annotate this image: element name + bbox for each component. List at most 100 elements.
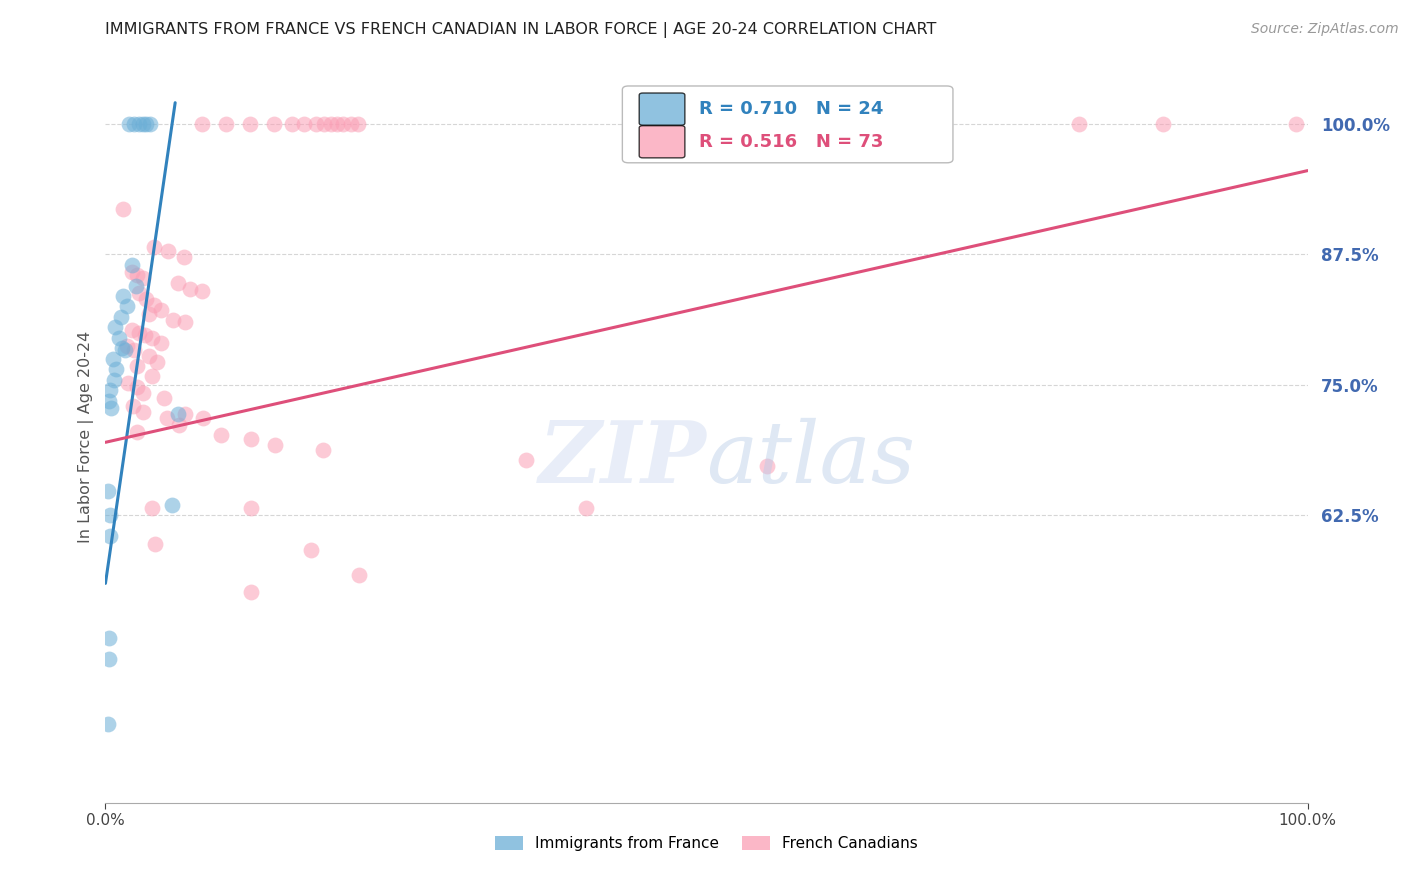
Point bbox=[312, 442, 335, 457]
Y-axis label: In Labor Force | Age 20-24: In Labor Force | Age 20-24 bbox=[79, 331, 94, 543]
Point bbox=[97, 484, 120, 499]
Point bbox=[347, 568, 370, 582]
Point bbox=[156, 411, 179, 425]
Point bbox=[179, 282, 201, 296]
Point bbox=[125, 359, 148, 373]
Point bbox=[326, 117, 349, 131]
Legend: Immigrants from France, French Canadians: Immigrants from France, French Canadians bbox=[489, 830, 924, 857]
Point bbox=[124, 343, 146, 358]
Point bbox=[156, 244, 179, 258]
Point bbox=[191, 411, 214, 425]
Point bbox=[124, 278, 146, 293]
Point bbox=[305, 117, 328, 131]
Point bbox=[125, 380, 148, 394]
Point bbox=[98, 529, 121, 543]
Point bbox=[1284, 117, 1306, 131]
Point bbox=[125, 425, 148, 439]
Point bbox=[143, 536, 166, 550]
Point bbox=[190, 117, 212, 131]
Point bbox=[103, 373, 125, 387]
Point bbox=[321, 117, 343, 131]
Point bbox=[142, 298, 165, 312]
Point bbox=[98, 508, 121, 523]
Point bbox=[100, 401, 122, 415]
Point bbox=[347, 117, 370, 131]
Point bbox=[139, 117, 162, 131]
Point bbox=[173, 251, 195, 265]
Point bbox=[138, 349, 160, 363]
Text: R = 0.516   N = 73: R = 0.516 N = 73 bbox=[699, 133, 884, 151]
Point bbox=[132, 405, 155, 419]
Point bbox=[104, 320, 127, 334]
Point bbox=[146, 355, 169, 369]
Point bbox=[118, 117, 141, 131]
Point bbox=[214, 117, 236, 131]
Point bbox=[115, 339, 138, 353]
Point bbox=[263, 117, 285, 131]
Point bbox=[142, 240, 165, 254]
Point bbox=[149, 302, 172, 317]
Point bbox=[314, 117, 336, 131]
FancyBboxPatch shape bbox=[640, 126, 685, 158]
Point bbox=[264, 438, 287, 452]
Point bbox=[239, 584, 262, 599]
Point bbox=[1152, 117, 1174, 131]
Point bbox=[339, 117, 361, 131]
Point bbox=[141, 331, 163, 345]
Point bbox=[173, 407, 195, 421]
Point bbox=[1069, 117, 1091, 131]
Point bbox=[166, 407, 188, 421]
Point bbox=[141, 369, 163, 384]
Point bbox=[115, 300, 138, 314]
Text: R = 0.710   N = 24: R = 0.710 N = 24 bbox=[699, 100, 884, 118]
Point bbox=[173, 315, 195, 329]
Point bbox=[162, 313, 184, 327]
Point bbox=[332, 117, 354, 131]
Point bbox=[128, 285, 150, 300]
Point bbox=[166, 277, 188, 291]
Point bbox=[160, 498, 183, 512]
Point bbox=[239, 501, 262, 516]
Point bbox=[132, 117, 155, 131]
Point bbox=[105, 362, 128, 376]
Point bbox=[117, 376, 139, 390]
Point bbox=[98, 631, 121, 645]
Point bbox=[128, 117, 150, 131]
Point bbox=[122, 399, 145, 413]
Point bbox=[121, 258, 143, 272]
Point bbox=[167, 417, 190, 432]
Text: Source: ZipAtlas.com: Source: ZipAtlas.com bbox=[1251, 22, 1399, 37]
Point bbox=[98, 393, 121, 408]
Point bbox=[132, 271, 155, 285]
Point bbox=[98, 383, 121, 397]
Text: atlas: atlas bbox=[707, 417, 915, 500]
FancyBboxPatch shape bbox=[623, 86, 953, 162]
Point bbox=[575, 501, 598, 516]
Point bbox=[149, 336, 172, 351]
Point bbox=[110, 310, 132, 324]
Point bbox=[128, 326, 150, 340]
Point bbox=[239, 117, 262, 131]
Point bbox=[138, 307, 160, 321]
Point bbox=[153, 392, 176, 406]
Point bbox=[134, 327, 156, 342]
Point bbox=[141, 501, 163, 516]
Point bbox=[209, 428, 232, 442]
Point bbox=[114, 343, 136, 358]
Point bbox=[281, 117, 304, 131]
Text: ZIP: ZIP bbox=[538, 417, 707, 500]
Point bbox=[121, 324, 143, 338]
Point bbox=[112, 202, 135, 217]
Point bbox=[299, 543, 322, 558]
Point bbox=[111, 341, 134, 355]
Point bbox=[125, 268, 148, 282]
Text: IMMIGRANTS FROM FRANCE VS FRENCH CANADIAN IN LABOR FORCE | AGE 20-24 CORRELATION: IMMIGRANTS FROM FRANCE VS FRENCH CANADIA… bbox=[105, 22, 936, 38]
Point bbox=[101, 351, 124, 366]
Point bbox=[190, 284, 212, 298]
Point bbox=[239, 432, 262, 446]
Point bbox=[132, 386, 155, 401]
Point bbox=[292, 117, 315, 131]
Point bbox=[124, 117, 146, 131]
Point bbox=[121, 265, 143, 279]
Point bbox=[135, 292, 157, 306]
